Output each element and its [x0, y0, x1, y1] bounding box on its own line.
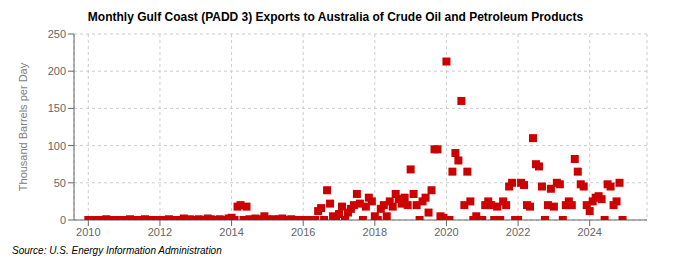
svg-text:2012: 2012 [148, 226, 172, 238]
svg-text:2014: 2014 [219, 226, 243, 238]
html-text:Monthly Gulf Coast (PADD 3) Ex: Monthly Gulf Coast (PADD 3) Exports to A… [87, 10, 584, 24]
svg-text:50: 50 [54, 177, 66, 189]
svg-text:2018: 2018 [363, 226, 387, 238]
svg-text:2016: 2016 [291, 226, 315, 238]
svg-text:2022: 2022 [506, 226, 530, 238]
svg-text:150: 150 [48, 102, 66, 114]
svg-text:100: 100 [48, 140, 66, 152]
svg-text:250: 250 [48, 28, 66, 40]
svg-text:0: 0 [60, 214, 66, 226]
svg-text:200: 200 [48, 65, 66, 77]
svg-text:2020: 2020 [434, 226, 458, 238]
svg-text:2024: 2024 [577, 226, 601, 238]
svg-text:2010: 2010 [76, 226, 100, 238]
svg-text:Thousand Barrels per Day: Thousand Barrels per Day [17, 62, 29, 191]
html-text:Source: U.S. Energy Informatio: Source: U.S. Energy Information Administ… [12, 245, 222, 256]
